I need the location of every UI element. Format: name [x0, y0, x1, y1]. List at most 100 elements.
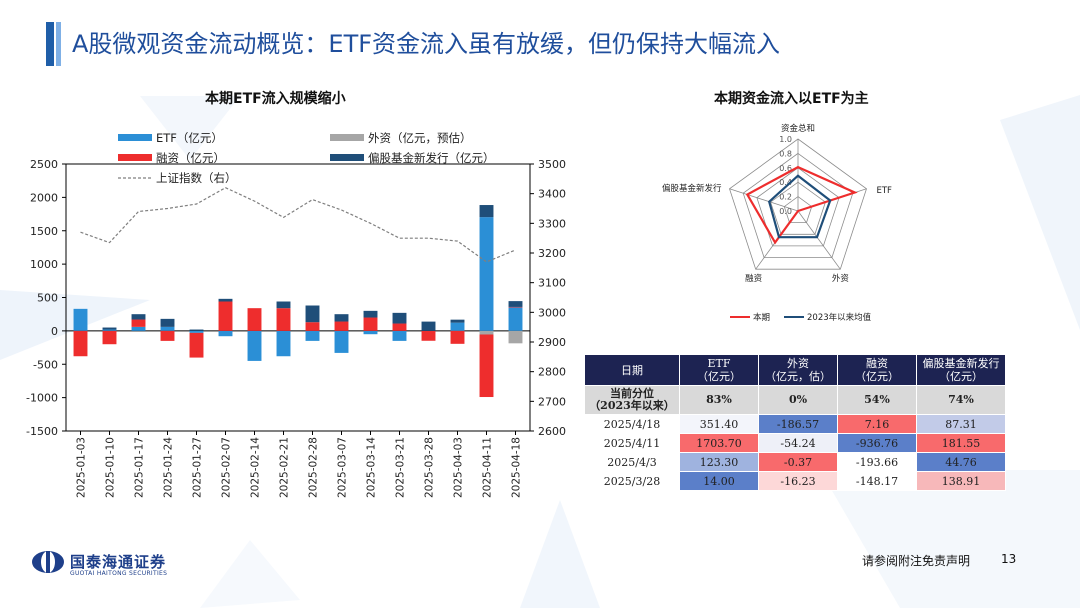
table-row-percentile: 当前分位 （2023年以来） 83% 0% 54% 74% — [584, 385, 1006, 415]
company-logo-subtext: GUOTAI HAITONG SECURITIES — [70, 570, 168, 577]
bar-fund — [276, 301, 291, 309]
table-header-row: 日期 ETF （亿元） 外资 （亿元，估） 融资 （亿元） 偏股基金新发行 （亿… — [584, 354, 1006, 386]
page-title: A股微观资金流动概览：ETF资金流入虽有放缓，但仍保持大幅流入 — [72, 30, 781, 58]
y2-tick-label: 2900 — [538, 336, 566, 349]
percentile-label: 当前分位 （2023年以来） — [584, 385, 680, 415]
table-row: 2025/4/3 123.30 -0.37 -193.66 44.76 — [584, 452, 1006, 472]
y2-tick-label: 3200 — [538, 247, 566, 260]
legend-swatch-margin — [118, 154, 152, 161]
x-tick-label: 2025-01-03 — [76, 437, 88, 498]
radar-tick-label: 0.8 — [779, 149, 792, 158]
y-tick-label: 1000 — [30, 258, 58, 271]
x-tick-label: 2025-01-24 — [163, 437, 175, 498]
bar-margin — [450, 330, 465, 344]
radar-tick-label: 0.2 — [779, 193, 792, 202]
radar-axis-label: 融资 — [745, 273, 763, 284]
radar-tick-label: 0.0 — [779, 207, 792, 216]
table-cell-value: -0.37 — [758, 452, 838, 472]
y2-tick-label: 2800 — [538, 366, 566, 379]
bar-margin — [305, 322, 320, 331]
fund-flow-table: 日期 ETF （亿元） 外资 （亿元，估） 融资 （亿元） 偏股基金新发行 （亿… — [584, 354, 1006, 491]
bar-fund — [334, 314, 349, 322]
radar-tick-label: 0.4 — [779, 178, 792, 187]
bar-margin — [421, 330, 436, 341]
table-header-cell: 融资 （亿元） — [837, 354, 917, 386]
bar-etf — [189, 330, 204, 333]
bar-fund — [421, 321, 436, 331]
bar-margin — [479, 334, 494, 398]
company-logo-text: 国泰海通证券 — [70, 553, 167, 571]
y2-tick-label: 3300 — [538, 217, 566, 230]
table-row: 2025/4/18 351.40 -186.57 7.16 87.31 — [584, 414, 1006, 434]
percentile-margin: 54% — [837, 385, 917, 415]
bar-margin — [392, 323, 407, 331]
percentile-fund: 74% — [916, 385, 1006, 415]
table-cell-value: -148.17 — [837, 471, 917, 491]
title-accent-bar — [46, 22, 54, 66]
radar-tick-label: 1.0 — [779, 135, 792, 144]
radar-axis-label: 偏股基金新发行 — [662, 183, 722, 194]
x-tick-label: 2025-03-28 — [424, 437, 436, 498]
bar-etf — [392, 330, 407, 341]
table-cell-value: 1703.70 — [679, 433, 759, 453]
bar-fund — [305, 305, 320, 323]
y-tick-label: 2000 — [30, 191, 58, 204]
bar-etf — [73, 308, 88, 331]
bar-fund — [363, 310, 378, 318]
legend-swatch-foreign — [330, 134, 364, 141]
x-tick-label: 2025-02-21 — [279, 437, 291, 498]
bar-fund — [160, 318, 175, 327]
bar-fund — [218, 298, 233, 302]
y-tick-label: 0 — [51, 325, 58, 338]
bar-fund — [479, 205, 494, 218]
table-cell-value: -54.24 — [758, 433, 838, 453]
bar-margin — [131, 319, 146, 327]
left-chart-subtitle: 本期ETF流入规模缩小 — [205, 91, 346, 107]
legend-label: 外资（亿元，预估） — [368, 131, 472, 145]
bar-etf — [363, 330, 378, 335]
table-cell-value: 14.00 — [679, 471, 759, 491]
radar-axis-label: 资金总和 — [781, 123, 815, 134]
table-header-cell: 偏股基金新发行 （亿元） — [916, 354, 1006, 386]
bar-margin — [160, 330, 175, 341]
y2-tick-label: 3100 — [538, 277, 566, 290]
title-accent-bar-light — [56, 22, 61, 66]
bar-etf — [479, 217, 494, 331]
bar-margin — [218, 301, 233, 331]
table-cell-value: 7.16 — [837, 414, 917, 434]
bar-margin — [247, 308, 262, 331]
y-tick-label: 2500 — [30, 158, 58, 171]
radar-axis-label: ETF — [876, 186, 892, 196]
bar-foreign — [508, 330, 523, 344]
disclaimer-text: 请参阅附注免责声明 — [862, 554, 971, 568]
bar-etf — [450, 322, 465, 331]
bar-fund — [392, 312, 407, 324]
th-foreign: 外资 （亿元，估） — [765, 357, 831, 383]
radar-grid-ring — [729, 138, 867, 270]
x-tick-label: 2025-04-11 — [482, 437, 494, 498]
bar-margin — [73, 330, 88, 357]
x-tick-label: 2025-01-17 — [134, 437, 146, 498]
y2-tick-label: 2600 — [538, 425, 566, 438]
table-cell-value: -936.76 — [837, 433, 917, 453]
bar-foreign — [479, 330, 494, 335]
legend-label: 上证指数（右） — [156, 171, 237, 185]
table-cell-value: 138.91 — [916, 471, 1006, 491]
radar-spoke — [797, 210, 841, 270]
x-tick-label: 2025-04-03 — [453, 437, 465, 498]
x-tick-label: 2025-02-14 — [250, 437, 262, 498]
th-date: 日期 — [621, 363, 643, 377]
table-cell-value: -193.66 — [837, 452, 917, 472]
bar-etf — [131, 326, 146, 331]
bar-etf — [508, 307, 523, 331]
th-margin: 融资 （亿元） — [855, 357, 899, 383]
radar-grid-ring — [770, 181, 826, 235]
table-cell-value: 44.76 — [916, 452, 1006, 472]
bar-fund — [508, 301, 523, 307]
bar-etf — [160, 326, 175, 331]
table-cell-date: 2025/3/28 — [584, 471, 680, 491]
x-tick-label: 2025-04-18 — [511, 437, 523, 498]
y-tick-label: -1000 — [26, 392, 58, 405]
x-tick-label: 2025-01-10 — [105, 437, 117, 498]
